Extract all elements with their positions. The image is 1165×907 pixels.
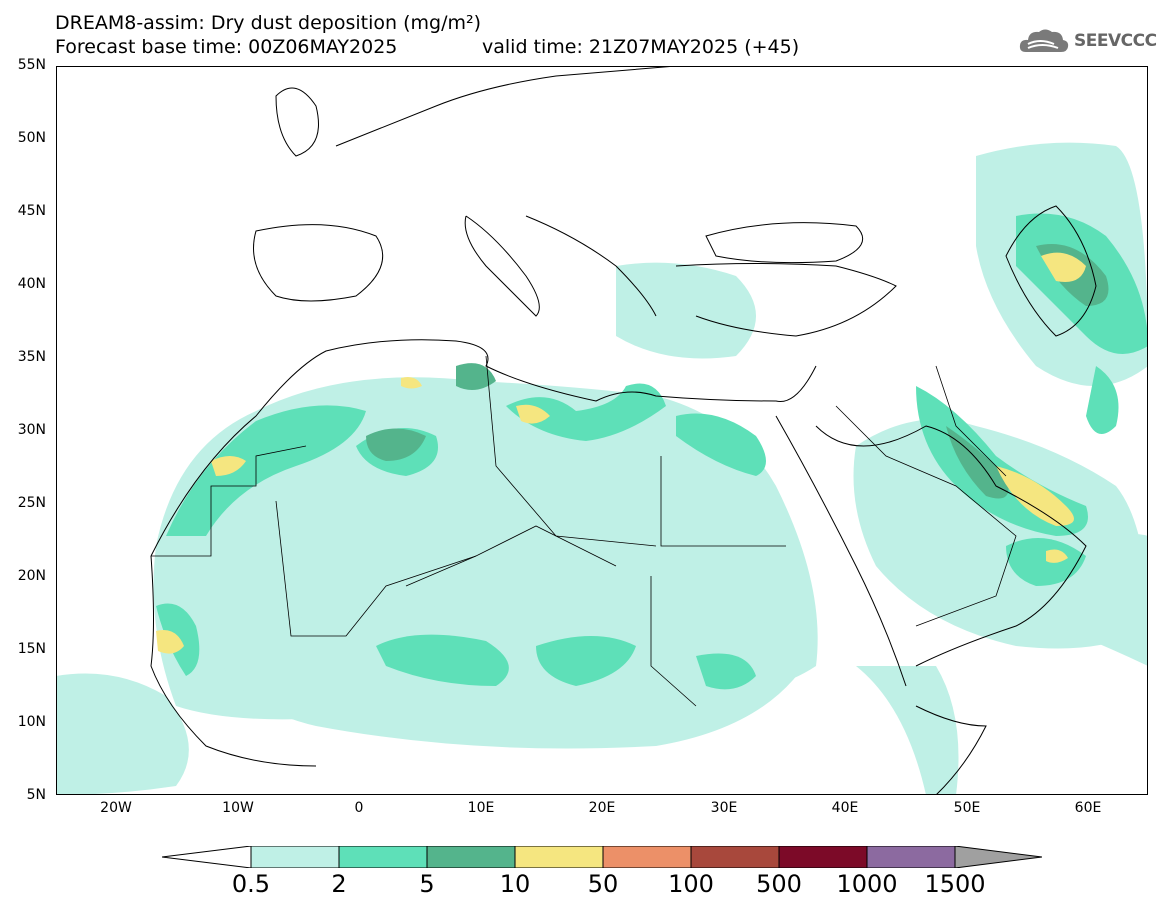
colorbar-label-6: 500 xyxy=(756,870,802,898)
lon-label-60e: 60E xyxy=(1074,800,1102,816)
gulf-yellow-area xyxy=(996,466,1074,526)
oman-medium-area xyxy=(1006,538,1086,586)
lon-label-20e: 20E xyxy=(588,800,616,816)
chad-medium-area xyxy=(536,636,636,686)
arabia-coast xyxy=(815,425,1087,667)
lat-label-45n: 45N xyxy=(17,203,46,219)
colorbar-label-7: 1000 xyxy=(836,870,898,898)
logo-text: SEEVCCC xyxy=(1074,31,1157,51)
west-africa-coast xyxy=(150,555,317,767)
libya-yellow-spot xyxy=(516,404,550,424)
colorbar-label-8: 1500 xyxy=(924,870,986,898)
colorbar-bin-0 xyxy=(250,846,340,868)
colorbar-bin-3 xyxy=(514,846,604,868)
seevccc-logo: SEEVCCC xyxy=(1018,26,1157,56)
tunisia-dark-area xyxy=(456,363,496,390)
lon-label-10e: 10E xyxy=(467,800,495,816)
border-saudi xyxy=(835,405,1017,627)
border-libya xyxy=(485,355,657,547)
lon-label-30e: 30E xyxy=(710,800,738,816)
cloud-icon xyxy=(1019,29,1069,52)
iberia-coast xyxy=(253,224,384,302)
colorbar-left-triangle xyxy=(162,846,252,868)
colorbar-bin-1 xyxy=(338,846,428,868)
algeria-yellow-spot xyxy=(401,377,422,389)
lon-label-20w: 20W xyxy=(100,800,132,816)
egypt-medium-area xyxy=(676,413,766,476)
sudan-medium-area xyxy=(696,653,756,690)
lat-label-35n: 35N xyxy=(17,349,46,365)
britain-coast xyxy=(275,87,319,157)
sahel-medium-area xyxy=(376,634,509,686)
north-africa-coast xyxy=(150,339,817,557)
colorbar-bin-6 xyxy=(778,846,868,868)
europe-coast xyxy=(335,66,677,147)
morocco-yellow-spot xyxy=(211,456,246,476)
oman-yellow-spot xyxy=(1046,549,1068,563)
lat-label-5n: 5N xyxy=(26,787,46,803)
deposition-band-yellow xyxy=(156,252,1086,654)
colorbar-label-5: 100 xyxy=(668,870,714,898)
colorbar-label-4: 50 xyxy=(587,870,619,898)
lat-label-20n: 20N xyxy=(17,568,46,584)
colorbar-label-2: 5 xyxy=(419,870,435,898)
colorbar-label-0: 0.5 xyxy=(231,870,271,898)
deposition-band-light xyxy=(56,142,1148,795)
lat-label-40n: 40N xyxy=(17,276,46,292)
colorbar-bin-4 xyxy=(602,846,692,868)
lat-label-30n: 30N xyxy=(17,422,46,438)
red-sea-coast xyxy=(775,415,907,687)
colorbar-label-1: 2 xyxy=(331,870,347,898)
libya-medium-area xyxy=(506,383,666,441)
border-chad-sudan xyxy=(650,576,697,707)
anatolia-coast xyxy=(675,263,897,337)
lat-label-15n: 15N xyxy=(17,641,46,657)
somalia-coast xyxy=(915,705,987,795)
morocco-medium-area xyxy=(166,405,366,536)
lat-label-55n: 55N xyxy=(17,57,46,73)
anatolia-light-area xyxy=(616,262,756,359)
border-western-sahara xyxy=(151,445,307,557)
balkans-coast xyxy=(525,215,657,317)
lon-label-50e: 50E xyxy=(953,800,981,816)
lat-label-10n: 10N xyxy=(17,714,46,730)
caspian-coast xyxy=(1005,205,1097,337)
dust-deposition-map xyxy=(56,66,1148,795)
colorbar-bin-7 xyxy=(866,846,956,868)
political-borders xyxy=(151,355,1017,707)
caspian-yellow-area xyxy=(1041,252,1086,282)
east-africa-light-area xyxy=(856,666,959,795)
colorbar-right-triangle xyxy=(954,846,1042,868)
border-egypt-sudan xyxy=(660,456,786,547)
forecast-base-time: Forecast base time: 00Z06MAY2025 xyxy=(55,36,398,58)
lon-label-40e: 40E xyxy=(831,800,859,816)
colorbar xyxy=(162,846,1042,868)
valid-time: valid time: 21Z07MAY2025 (+45) xyxy=(482,36,800,58)
iran-medium-area xyxy=(1086,366,1119,434)
west-africa-light-area xyxy=(56,673,189,795)
italy-coast xyxy=(464,215,540,317)
lon-label-0: 0 xyxy=(354,800,364,816)
border-mali xyxy=(275,500,477,637)
algeria-dark-area xyxy=(366,428,426,461)
colorbar-bin-2 xyxy=(426,846,516,868)
border-iran-iraq xyxy=(935,365,1007,477)
border-algeria-niger xyxy=(405,525,617,587)
sahel-light-area xyxy=(206,596,816,749)
lat-label-25n: 25N xyxy=(17,495,46,511)
coastlines xyxy=(150,66,1097,795)
lat-label-50n: 50N xyxy=(17,130,46,146)
lon-label-10w: 10W xyxy=(222,800,254,816)
black-sea-coast xyxy=(705,222,864,264)
colorbar-bin-5 xyxy=(690,846,780,868)
senegal-yellow-spot xyxy=(156,630,184,654)
map-title: DREAM8-assim: Dry dust deposition (mg/m²… xyxy=(55,12,482,34)
colorbar-label-3: 10 xyxy=(499,870,531,898)
